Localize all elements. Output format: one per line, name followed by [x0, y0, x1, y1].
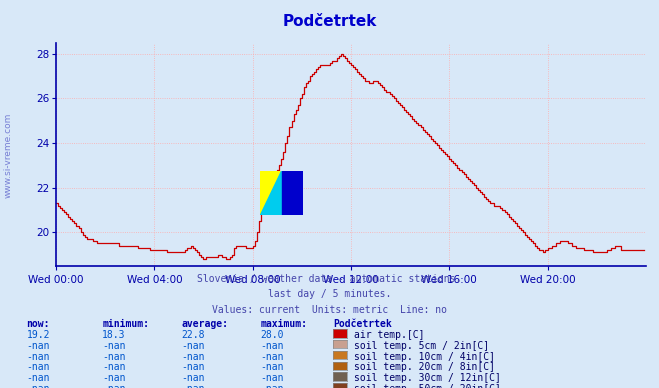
Text: -nan: -nan [102, 384, 126, 388]
Text: soil temp. 5cm / 2in[C]: soil temp. 5cm / 2in[C] [354, 341, 489, 351]
Text: -nan: -nan [26, 341, 50, 351]
Polygon shape [260, 171, 303, 215]
Text: air temp.[C]: air temp.[C] [354, 330, 424, 340]
Text: -nan: -nan [260, 373, 284, 383]
Text: maximum:: maximum: [260, 319, 307, 329]
Text: 18.3: 18.3 [102, 330, 126, 340]
Text: -nan: -nan [181, 362, 205, 372]
Text: Podčetrtek: Podčetrtek [333, 319, 391, 329]
Text: -nan: -nan [260, 384, 284, 388]
Text: -nan: -nan [102, 373, 126, 383]
Text: average:: average: [181, 319, 228, 329]
Text: Values: current  Units: metric  Line: no: Values: current Units: metric Line: no [212, 305, 447, 315]
Text: minimum:: minimum: [102, 319, 149, 329]
Text: -nan: -nan [181, 352, 205, 362]
Polygon shape [282, 171, 303, 215]
Text: soil temp. 10cm / 4in[C]: soil temp. 10cm / 4in[C] [354, 352, 495, 362]
Text: soil temp. 50cm / 20in[C]: soil temp. 50cm / 20in[C] [354, 384, 501, 388]
Text: -nan: -nan [102, 352, 126, 362]
Polygon shape [260, 171, 282, 215]
Text: -nan: -nan [181, 373, 205, 383]
Text: -nan: -nan [181, 384, 205, 388]
Text: -nan: -nan [260, 341, 284, 351]
Text: 19.2: 19.2 [26, 330, 50, 340]
Text: 28.0: 28.0 [260, 330, 284, 340]
Text: Slovenia / weather data - automatic stations.: Slovenia / weather data - automatic stat… [197, 274, 462, 284]
Text: now:: now: [26, 319, 50, 329]
Text: -nan: -nan [260, 352, 284, 362]
Text: 22.8: 22.8 [181, 330, 205, 340]
Text: -nan: -nan [260, 362, 284, 372]
Text: -nan: -nan [26, 362, 50, 372]
Text: -nan: -nan [181, 341, 205, 351]
Text: Podčetrtek: Podčetrtek [282, 14, 377, 29]
Text: -nan: -nan [26, 384, 50, 388]
Text: www.si-vreme.com: www.si-vreme.com [3, 113, 13, 198]
Text: -nan: -nan [102, 341, 126, 351]
Text: -nan: -nan [26, 373, 50, 383]
Text: -nan: -nan [102, 362, 126, 372]
Text: -nan: -nan [26, 352, 50, 362]
Text: soil temp. 20cm / 8in[C]: soil temp. 20cm / 8in[C] [354, 362, 495, 372]
Text: last day / 5 minutes.: last day / 5 minutes. [268, 289, 391, 299]
Text: soil temp. 30cm / 12in[C]: soil temp. 30cm / 12in[C] [354, 373, 501, 383]
